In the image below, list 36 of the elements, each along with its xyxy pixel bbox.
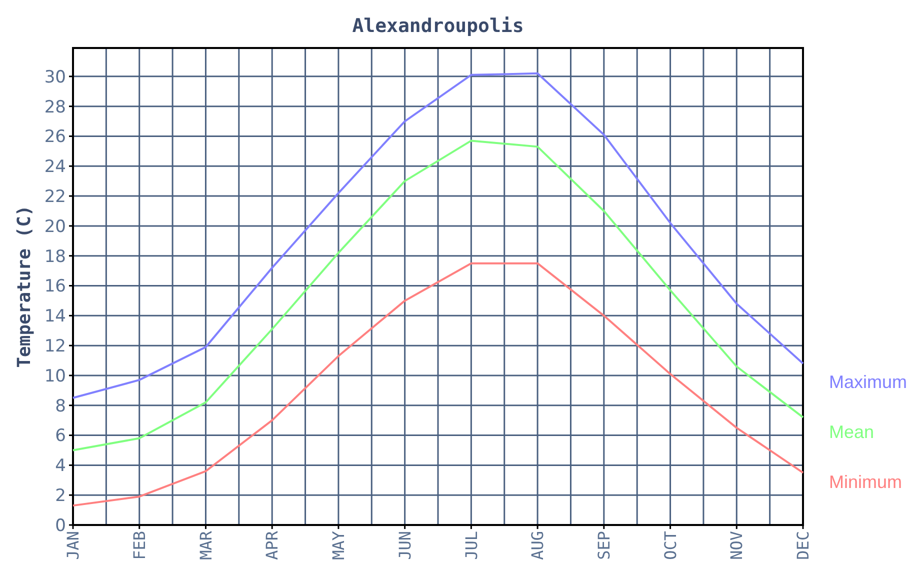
- y-tick-label: 8: [55, 396, 66, 416]
- y-tick-label: 28: [44, 97, 66, 118]
- x-tick-label: JUL: [462, 531, 481, 560]
- x-tick-label: SEP: [594, 531, 614, 560]
- y-tick-label: 10: [44, 366, 66, 386]
- line-series: [72, 140, 804, 452]
- y-tick-label: 26: [44, 127, 66, 148]
- x-tick-label: NOV: [727, 530, 746, 560]
- y-tick-label: 20: [44, 216, 66, 237]
- x-tick-label: DEC: [794, 531, 813, 560]
- x-tick-label: JUN: [395, 531, 414, 560]
- chart-title: Alexandroupolis: [352, 15, 524, 37]
- x-tick-label: FEB: [130, 531, 149, 560]
- x-tick-label: AUG: [528, 531, 548, 560]
- y-tick-label: 0: [55, 516, 66, 536]
- y-tick-label: 24: [44, 157, 66, 178]
- x-tick-label: MAY: [329, 530, 348, 560]
- y-axis-title: Temperature (C): [14, 205, 35, 368]
- y-tick-label: 14: [44, 306, 66, 327]
- y-tick-label: 16: [44, 276, 66, 297]
- y-tick-label: 4: [55, 456, 66, 476]
- y-tick-label: 2: [55, 486, 66, 506]
- line-series: [72, 72, 804, 399]
- series-label: Mean: [829, 422, 874, 442]
- x-tick-label: APR: [262, 530, 282, 560]
- y-tick-label: 12: [44, 336, 66, 357]
- x-tick-label: JAN: [64, 531, 83, 560]
- series-label: Minimum: [829, 472, 902, 492]
- series-label: Maximum: [829, 372, 908, 392]
- x-tick-label: OCT: [660, 530, 680, 560]
- y-tick-label: 18: [44, 246, 66, 267]
- y-tick-label: 22: [44, 186, 66, 207]
- x-tick-label: MAR: [196, 530, 216, 560]
- y-tick-label: 6: [55, 426, 66, 446]
- y-tick-label: 30: [44, 67, 66, 88]
- line-series: [72, 262, 804, 507]
